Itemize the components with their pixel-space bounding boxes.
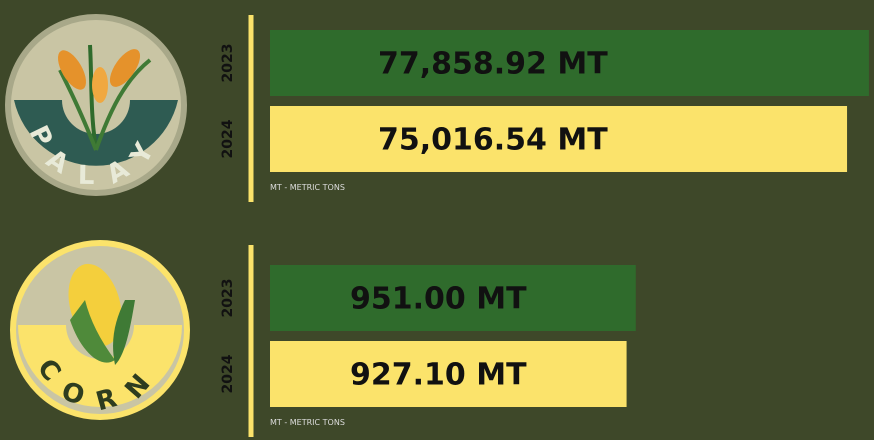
unit-note: MT - METRIC TONS: [270, 418, 345, 427]
corn-badge: [10, 240, 190, 420]
year-label: 2023: [220, 44, 236, 83]
bar: [270, 341, 627, 407]
year-label: 2023: [220, 279, 236, 318]
value-label: 75,016.54 MT: [378, 123, 608, 158]
year-label: 2024: [220, 119, 236, 158]
value-label: 951.00 MT: [350, 282, 527, 317]
year-label: 2024: [220, 354, 236, 393]
unit-note: MT - METRIC TONS: [270, 183, 345, 192]
bar: [270, 106, 848, 172]
palay-badge: [5, 14, 187, 196]
value-label: 927.10 MT: [350, 358, 527, 393]
value-label: 77,858.92 MT: [378, 47, 608, 82]
bar: [270, 265, 636, 331]
bar: [270, 30, 869, 96]
